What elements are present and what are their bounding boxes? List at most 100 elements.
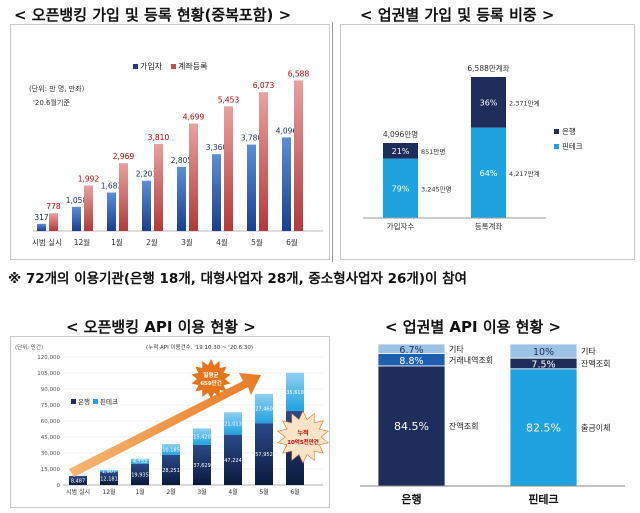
bar-fintech (162, 444, 180, 455)
data-label-subscribers: 3,360 (206, 143, 228, 152)
divider (332, 22, 333, 262)
pct-label: 84.5% (394, 420, 429, 433)
bar-bank (69, 475, 87, 485)
segment-fintech (383, 158, 418, 218)
pct-label-fintech: 64% (480, 169, 498, 178)
x-tick-label: 4월 (228, 488, 237, 496)
data-label-accounts: 778 (46, 202, 61, 211)
total-label: 6,588만계좌 (467, 63, 509, 73)
x-tick-label: 12월 (102, 488, 115, 496)
legend-swatch-bank (71, 399, 76, 404)
x-tick-label: 5월 (251, 237, 263, 247)
data-label-accounts: 4,699 (183, 113, 205, 122)
bar-bank (100, 472, 118, 485)
bar-accounts (49, 213, 58, 231)
legend-label-fintech: 핀테크 (562, 142, 583, 151)
x-tick-label: 4월 (216, 237, 228, 247)
data-label-accounts: 6,073 (253, 81, 275, 90)
x-tick-label: 2월 (166, 488, 175, 496)
pct-label: 8.8% (399, 356, 423, 367)
data-label-bank: 19,935 (131, 472, 149, 478)
callout-daily-average-burst (191, 359, 231, 399)
participant-note: ※ 72개의 이용기관(은행 18개, 대형사업자 28개, 중소형사업자 26… (8, 271, 467, 287)
data-label-subscribers: 3,780 (241, 134, 263, 143)
bar-subscribers (177, 166, 186, 231)
title-sector-share: < 업권별 가입 및 등록 비중 > (360, 6, 555, 24)
data-label-subscribers: 1,058 (66, 196, 88, 205)
x-tick-label: 5월 (259, 488, 268, 496)
pct-label: 6.7% (399, 345, 423, 356)
data-label-subscribers: 317 (34, 213, 49, 222)
callout-cumulative-line2: 10억5천만건 (287, 438, 319, 446)
x-tick-label: 가입자수 (387, 222, 415, 231)
legend-label-bank: 은행 (78, 397, 90, 406)
bar-fintech (193, 428, 211, 445)
x-tick-label: 6월 (286, 237, 298, 247)
data-label-fintech: 27,460 (255, 407, 273, 413)
y-tick-label: 15,000 (41, 467, 61, 473)
bar-bank (193, 444, 211, 485)
data-label-accounts: 3,810 (148, 133, 170, 142)
bar-subscribers (107, 192, 116, 231)
x-tick-label: 12월 (74, 237, 91, 247)
data-label-subscribers: 2,805 (171, 156, 193, 165)
data-label-fintech: 15,420 (193, 435, 211, 441)
chart-subscription-panel: 가입자 계좌등록 (단위: 만 명, 만좌) '20.6월기준 317 778 시범 실시 1… (10, 24, 330, 260)
data-label-bank: 37,629 (193, 463, 211, 469)
legend-label-subscribers: 가입자 (140, 62, 163, 71)
legend-label-bank: 은행 (562, 126, 576, 136)
bar-fintech (255, 393, 273, 424)
y-tick-label: 30,000 (41, 451, 61, 457)
x-tick-label: 2월 (146, 237, 158, 247)
segment-main (377, 365, 446, 487)
bar-bank (131, 463, 149, 485)
bar-fintech (131, 458, 149, 464)
value-label-fintech: 3,245만명 (421, 184, 452, 193)
bar-accounts (294, 80, 303, 231)
data-label-fintech: 21,013 (224, 421, 242, 427)
bar-subscribers (72, 206, 81, 231)
pct-label-fintech: 79% (392, 184, 410, 193)
x-tick-label: 6월 (290, 488, 299, 496)
segment-name-label: 잔액조회 (581, 359, 610, 369)
data-label-bank: 47,224 (224, 458, 242, 464)
legend-swatch-fintech (554, 144, 559, 149)
legend-swatch-subscribers (133, 64, 138, 69)
pct-label-bank: 21% (392, 147, 410, 156)
bar-accounts (189, 123, 198, 231)
bar-accounts (119, 163, 128, 231)
legend-label-accounts: 계좌등록 (178, 61, 207, 71)
value-label-bank: 851만명 (421, 147, 445, 156)
data-label-subscribers: 2,201 (136, 170, 158, 179)
total-label: 4,096만명 (383, 129, 418, 139)
callout-cumulative-line1: 누적 (297, 429, 308, 437)
data-label-bank: 57,952 (255, 452, 273, 458)
data-label-bank: 8,487 (71, 478, 85, 484)
chart-subscription: 가입자 계좌등록 (단위: 만 명, 만좌) '20.6월기준 317 778 시범 실시 1… (29, 61, 323, 247)
x-tick-label: 3월 (197, 488, 206, 496)
segment-name-label: 출금이체 (581, 422, 610, 432)
data-label-fintech: 4,733 (133, 459, 147, 465)
segment-fintech (471, 127, 506, 218)
bar-fintech (224, 412, 242, 435)
bar-accounts (84, 185, 93, 231)
bar-accounts (154, 143, 163, 231)
data-label-fintech: 35,610 (286, 390, 304, 396)
callout-daily-average-line2: 659만건 (200, 379, 222, 387)
x-tick-label: 1월 (111, 237, 123, 247)
y-tick-label: 60,000 (41, 419, 61, 425)
x-tick-label: 시범 실시 (66, 488, 90, 496)
data-label-accounts: 5,453 (218, 95, 240, 104)
data-label-accounts: 2,969 (113, 152, 135, 161)
title-api-usage: < 오픈뱅킹 API 이용 현황 > (66, 318, 256, 336)
bar-bank (224, 434, 242, 485)
y-tick-label: 75,000 (41, 403, 61, 409)
x-tick-label: 등록계좌 (475, 221, 503, 231)
unit-note: (단위: 만 명, 만좌) (29, 84, 85, 93)
legend-label-fintech: 핀테크 (100, 397, 118, 406)
bar-subscribers (282, 137, 291, 231)
data-label-bank: 12,181 (100, 477, 118, 483)
bar-bank (162, 454, 180, 485)
pct-label: 82.5% (526, 421, 561, 434)
x-tick-label: 핀테크 (528, 492, 558, 506)
